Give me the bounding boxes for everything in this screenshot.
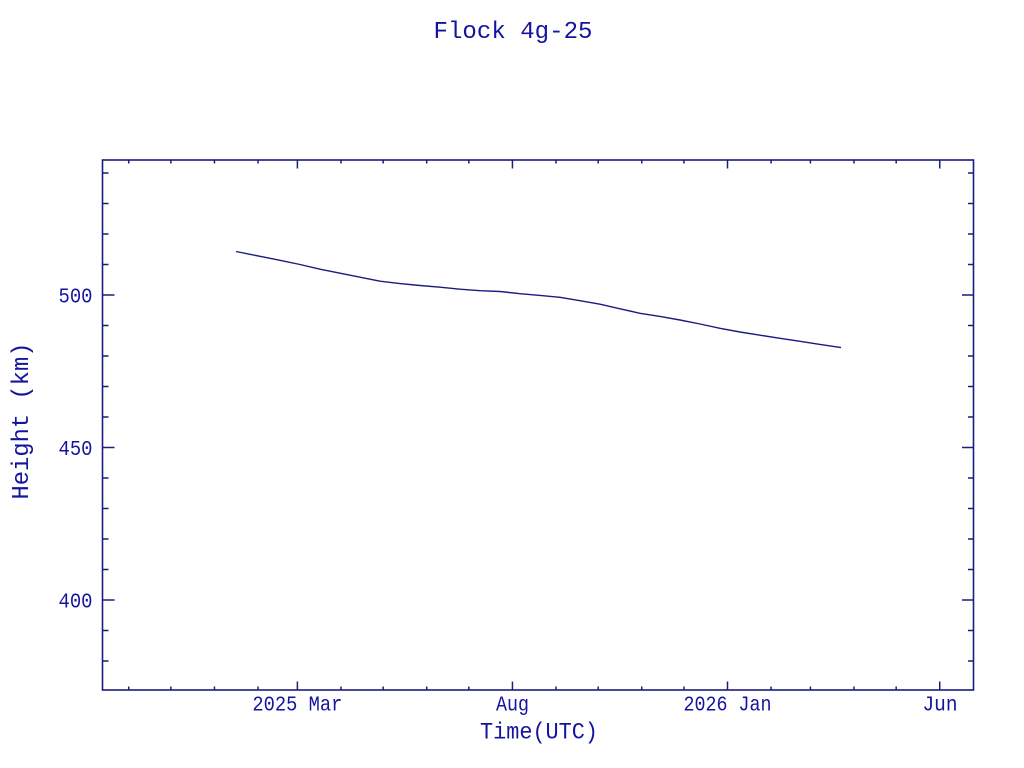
svg-text:2025 Mar: 2025 Mar [252,695,342,718]
svg-text:450: 450 [59,438,93,462]
svg-text:Time(UTC): Time(UTC) [480,720,598,747]
svg-text:Height (km): Height (km) [9,343,36,500]
svg-text:Flock 4g-25: Flock 4g-25 [434,19,593,46]
svg-text:Jun: Jun [923,695,958,718]
svg-text:2026 Jan: 2026 Jan [684,695,772,718]
svg-text:500: 500 [59,286,93,310]
svg-text:400: 400 [59,591,93,615]
svg-text:Aug: Aug [496,695,529,718]
